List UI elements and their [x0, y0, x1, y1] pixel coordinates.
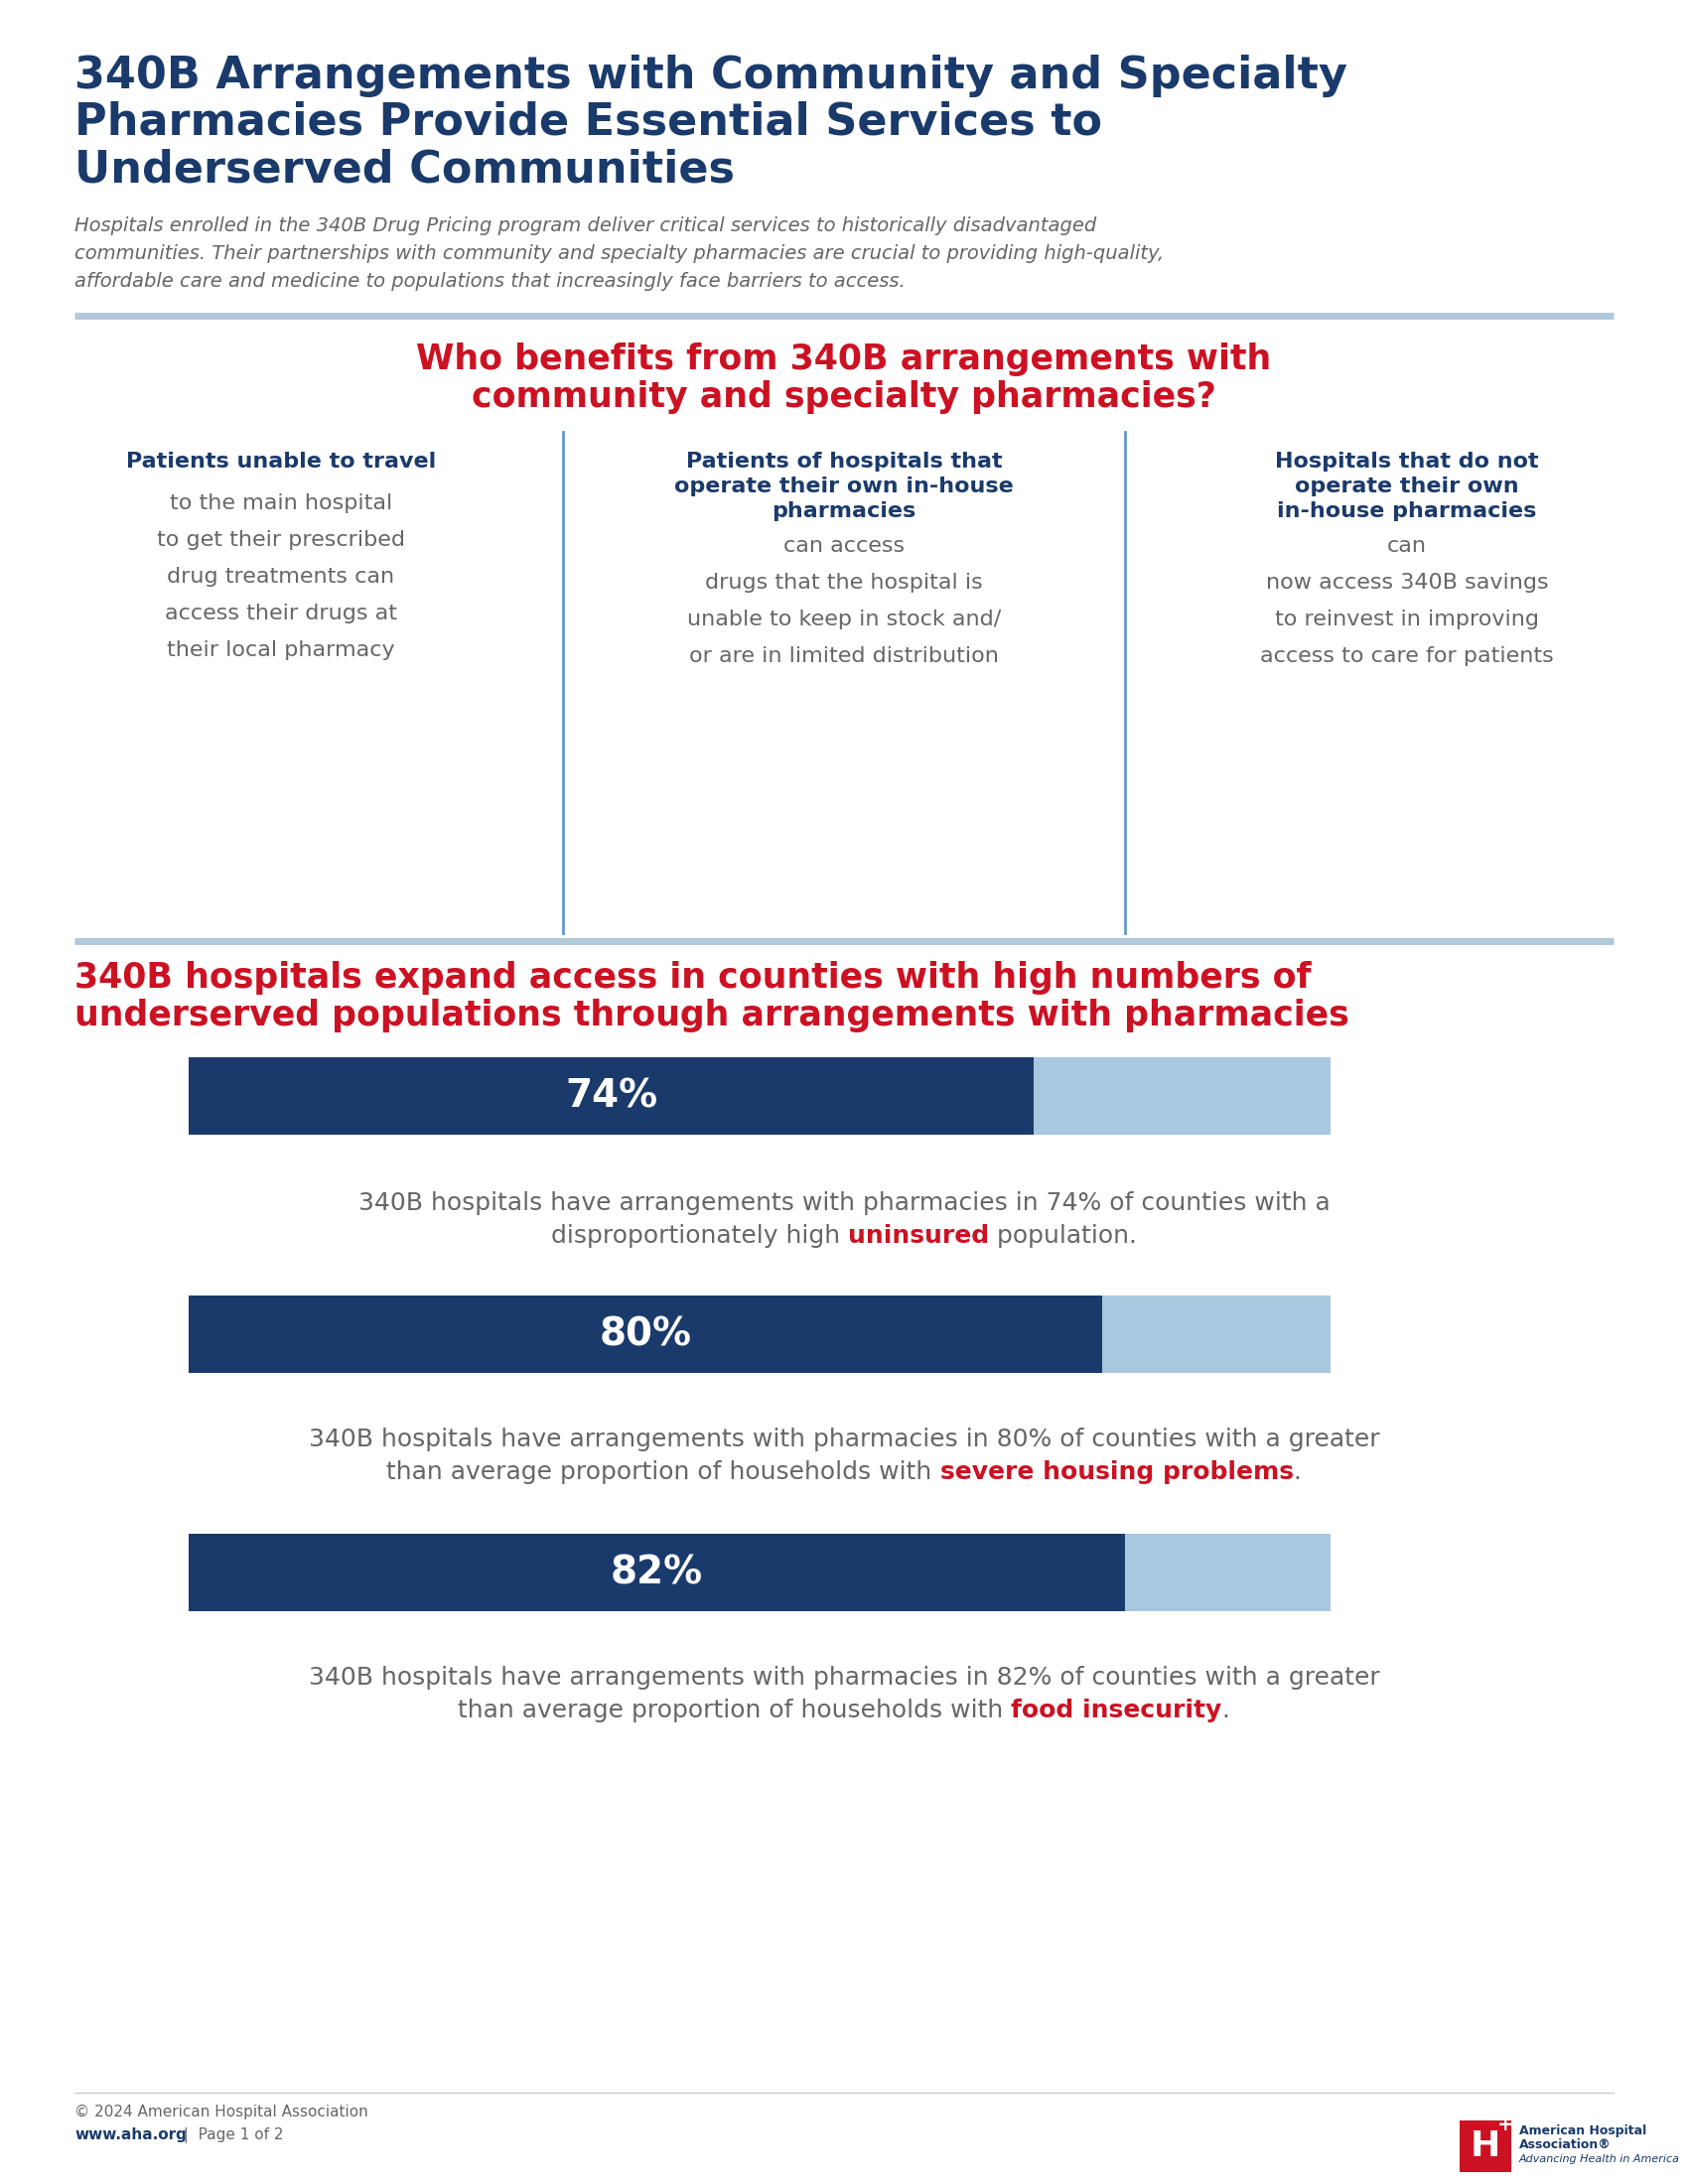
Bar [189, 1533, 1124, 1612]
Bar [1102, 1295, 1330, 1374]
Text: Advancing Health in America: Advancing Health in America [1519, 2153, 1680, 2164]
Text: to the main hospital: to the main hospital [170, 494, 392, 513]
Bar [189, 1057, 1033, 1136]
Text: now access 340B savings: now access 340B savings [1266, 572, 1548, 592]
Text: .: . [1222, 1699, 1231, 1723]
Text: Hospitals enrolled in the 340B Drug Pricing program deliver critical services to: Hospitals enrolled in the 340B Drug Pric… [74, 216, 1097, 236]
Text: 340B hospitals have arrangements with pharmacies in 82% of counties with a great: 340B hospitals have arrangements with ph… [309, 1666, 1379, 1690]
Text: 82%: 82% [611, 1553, 704, 1592]
Text: +: + [1497, 2114, 1514, 2134]
Text: community and specialty pharmacies?: community and specialty pharmacies? [471, 380, 1217, 415]
Text: communities. Their partnerships with community and specialty pharmacies are cruc: communities. Their partnerships with com… [74, 245, 1165, 262]
Text: to get their prescribed: to get their prescribed [157, 531, 405, 550]
Text: food insecurity: food insecurity [1011, 1699, 1222, 1723]
Bar [189, 1295, 1102, 1374]
Bar [1033, 1057, 1330, 1136]
Text: Patients of hospitals that: Patients of hospitals that [685, 452, 1003, 472]
Text: .: . [1293, 1461, 1301, 1485]
Text: can: can [1388, 535, 1426, 557]
Text: American Hospital: American Hospital [1519, 2125, 1646, 2138]
Text: drug treatments can: drug treatments can [167, 568, 395, 587]
Text: severe housing problems: severe housing problems [940, 1461, 1293, 1485]
Text: than average proportion of households with: than average proportion of households wi… [457, 1699, 1011, 1723]
Text: pharmacies: pharmacies [771, 502, 917, 522]
Text: affordable care and medicine to populations that increasingly face barriers to a: affordable care and medicine to populati… [74, 273, 905, 290]
Text: 340B hospitals have arrangements with pharmacies in 80% of counties with a great: 340B hospitals have arrangements with ph… [309, 1428, 1379, 1452]
Text: www.aha.org: www.aha.org [74, 2127, 187, 2143]
Text: 74%: 74% [565, 1077, 657, 1114]
Text: Hospitals that do not: Hospitals that do not [1274, 452, 1539, 472]
Text: Who benefits from 340B arrangements with: Who benefits from 340B arrangements with [417, 343, 1271, 376]
Text: their local pharmacy: their local pharmacy [167, 640, 395, 660]
Text: unable to keep in stock and/: unable to keep in stock and/ [687, 609, 1001, 629]
Text: Patients unable to travel: Patients unable to travel [127, 452, 436, 472]
Text: Association®: Association® [1519, 2138, 1612, 2151]
Text: or are in limited distribution: or are in limited distribution [689, 646, 999, 666]
Text: 340B hospitals expand access in counties with high numbers of: 340B hospitals expand access in counties… [74, 961, 1312, 994]
Text: access their drugs at: access their drugs at [165, 603, 397, 622]
Text: access to care for patients: access to care for patients [1261, 646, 1555, 666]
Text: underserved populations through arrangements with pharmacies: underserved populations through arrangem… [74, 998, 1349, 1033]
Text: uninsured: uninsured [847, 1223, 989, 1247]
Text: to reinvest in improving: to reinvest in improving [1274, 609, 1539, 629]
Text: Underserved Communities: Underserved Communities [74, 149, 734, 192]
Text: than average proportion of households with: than average proportion of households wi… [387, 1461, 940, 1485]
Bar [1460, 2121, 1511, 2173]
Text: 340B Arrangements with Community and Specialty: 340B Arrangements with Community and Spe… [74, 55, 1347, 98]
Text: 80%: 80% [599, 1315, 692, 1354]
Text: in-house pharmacies: in-house pharmacies [1278, 502, 1536, 522]
Text: can access: can access [783, 535, 905, 557]
Bar [1124, 1533, 1330, 1612]
Text: disproportionately high: disproportionately high [550, 1223, 847, 1247]
Text: drugs that the hospital is: drugs that the hospital is [706, 572, 982, 592]
Text: operate their own: operate their own [1295, 476, 1519, 496]
Text: © 2024 American Hospital Association: © 2024 American Hospital Association [74, 2105, 368, 2118]
Text: 340B hospitals have arrangements with pharmacies in 74% of counties with a: 340B hospitals have arrangements with ph… [358, 1190, 1330, 1214]
Text: population.: population. [989, 1223, 1138, 1247]
Text: operate their own in-house: operate their own in-house [674, 476, 1014, 496]
Text: H: H [1470, 2129, 1501, 2162]
Text: Pharmacies Provide Essential Services to: Pharmacies Provide Essential Services to [74, 100, 1102, 144]
Text: |  Page 1 of 2: | Page 1 of 2 [174, 2127, 284, 2143]
